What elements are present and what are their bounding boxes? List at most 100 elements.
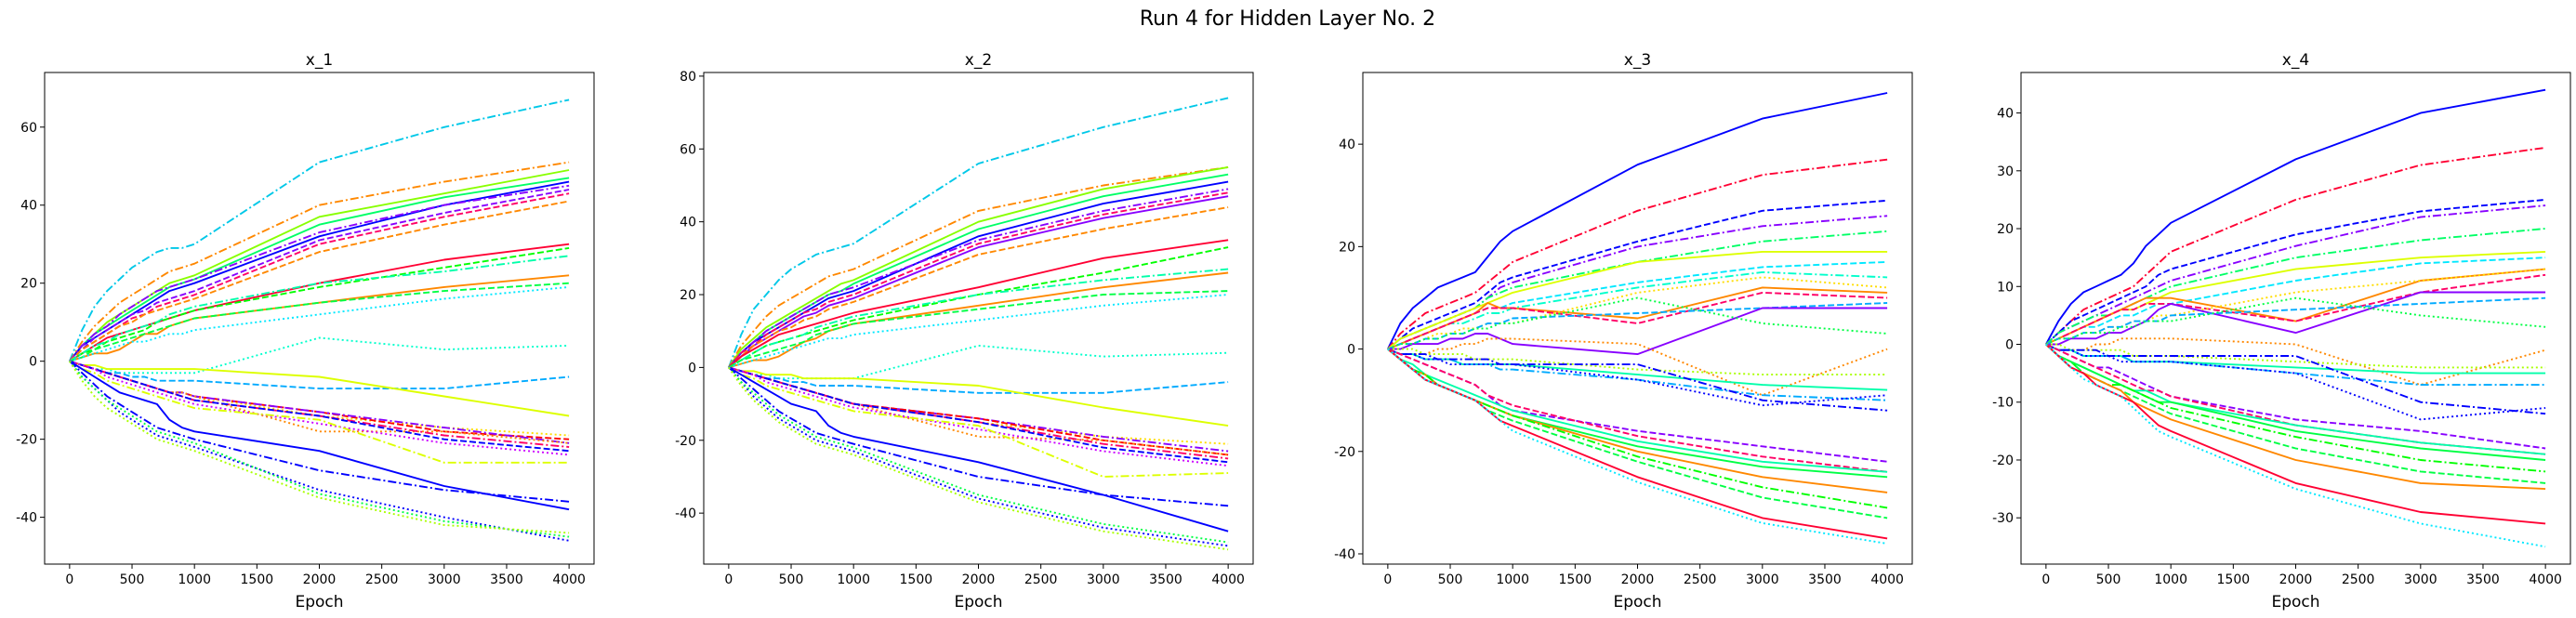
series-line-21 — [1387, 348, 1888, 463]
series-line-27 — [2045, 343, 2546, 525]
series-group — [2045, 88, 2546, 548]
series-line-13 — [1387, 307, 1888, 356]
series-line-28 — [69, 360, 570, 511]
x-tick-label: 0 — [65, 572, 73, 587]
series-line-15 — [69, 285, 570, 362]
subplot-title: x_3 — [1624, 51, 1651, 70]
series-line-20 — [728, 366, 1229, 453]
x-tick-label: 1000 — [837, 572, 870, 587]
series-line-28 — [2045, 343, 2546, 548]
series-line-31 — [69, 361, 570, 534]
series-line-9 — [728, 206, 1229, 369]
x-axis-label: Epoch — [295, 593, 343, 611]
series-line-6 — [69, 184, 570, 362]
y-tick-label: 60 — [20, 121, 37, 136]
series-line-25 — [2045, 343, 2546, 484]
y-tick-label: 40 — [1997, 107, 2014, 122]
x-tick-label: 1500 — [241, 572, 274, 587]
series-group — [728, 97, 1229, 551]
y-tick-label: 20 — [680, 288, 696, 303]
series-line-6 — [728, 188, 1229, 369]
x-tick-label: 4000 — [2529, 572, 2562, 587]
x-tick-label: 1000 — [2154, 572, 2187, 587]
series-line-2 — [69, 161, 570, 362]
series-line-12 — [1387, 302, 1888, 350]
series-group — [1387, 92, 1888, 545]
axes-frame — [703, 72, 1254, 565]
series-line-29 — [728, 366, 1229, 547]
y-tick-label: -20 — [675, 434, 696, 449]
series-line-24 — [69, 360, 570, 453]
y-tick-label: 40 — [680, 216, 696, 230]
series-line-22 — [69, 360, 570, 444]
series-line-5 — [69, 180, 570, 362]
series-line-26 — [69, 360, 570, 464]
y-tick-label: 40 — [1339, 138, 1355, 152]
subplot-4: 0 500 1000 1500 2000 2500 3000 3500 4000 -30 -20 -1… — [1992, 51, 2571, 611]
series-line-18 — [728, 366, 1229, 427]
x-tick-label: 500 — [2096, 572, 2121, 587]
series-line-16 — [728, 344, 1229, 380]
series-line-19 — [2045, 343, 2546, 415]
x-tick-label: 3000 — [1746, 572, 1779, 587]
series-line-12 — [69, 255, 570, 362]
y-tick-label: 30 — [1997, 164, 2014, 179]
x-tick-label: 2000 — [962, 572, 996, 587]
x-tick-label: 2500 — [1684, 572, 1717, 587]
series-line-24 — [1387, 348, 1888, 479]
series-line-18 — [69, 360, 570, 417]
series-line-14 — [728, 290, 1229, 369]
series-line-14 — [1387, 296, 1888, 350]
y-tick-label: -40 — [16, 511, 37, 526]
series-line-3 — [2045, 198, 2546, 346]
series-line-8 — [728, 195, 1229, 369]
y-tick-label: -20 — [16, 433, 37, 448]
series-line-1 — [1387, 92, 1888, 350]
series-line-30 — [728, 366, 1229, 544]
x-axis-label: Epoch — [1613, 593, 1661, 611]
y-tick-label: 0 — [688, 361, 696, 375]
series-line-6 — [1387, 250, 1888, 350]
series-line-25 — [69, 360, 570, 456]
series-line-16 — [1387, 348, 1888, 376]
series-line-29 — [69, 361, 570, 542]
series-line-16 — [2045, 343, 2546, 375]
y-tick-label: 0 — [29, 355, 37, 370]
figure-title: Run 4 for Hidden Layer No. 2 — [1140, 7, 1435, 31]
x-tick-label: 3500 — [2466, 572, 2500, 587]
y-tick-label: -30 — [1992, 511, 2014, 526]
series-line-26 — [728, 366, 1229, 478]
series-line-4 — [728, 173, 1229, 369]
x-axis-label: Epoch — [954, 593, 1002, 611]
series-line-10 — [1387, 291, 1888, 350]
y-tick-label: 40 — [20, 199, 37, 214]
y-tick-label: 20 — [1997, 222, 2014, 237]
x-tick-label: 4000 — [1211, 572, 1245, 587]
series-line-18 — [2045, 343, 2546, 421]
series-line-10 — [728, 239, 1229, 369]
series-line-13 — [2045, 296, 2546, 346]
y-tick-label: 0 — [1347, 343, 1355, 358]
x-tick-label: 2500 — [1024, 572, 1058, 587]
y-tick-label: 20 — [1339, 240, 1355, 255]
subplot-title: x_4 — [2282, 51, 2309, 70]
y-tick-label: 10 — [1997, 280, 2014, 295]
subplot-1: 0 500 1000 1500 2000 2500 3000 3500 4000 -40 -20 0 2… — [16, 51, 595, 611]
series-line-27 — [69, 361, 570, 503]
x-tick-label: 2000 — [2279, 572, 2313, 587]
x-tick-label: 0 — [2041, 572, 2050, 587]
series-line-15 — [728, 294, 1229, 369]
series-line-11 — [728, 246, 1229, 369]
series-line-2 — [2045, 146, 2546, 346]
y-tick-label: 0 — [2005, 338, 2014, 353]
series-line-11 — [69, 246, 570, 362]
x-tick-label: 3500 — [1808, 572, 1842, 587]
x-tick-label: 500 — [779, 572, 804, 587]
y-tick-label: -20 — [1334, 445, 1355, 460]
series-line-1 — [2045, 88, 2546, 345]
x-tick-label: 1000 — [178, 572, 211, 587]
series-line-3 — [69, 169, 570, 362]
x-tick-label: 3500 — [490, 572, 523, 587]
y-tick-label: 60 — [680, 142, 696, 157]
